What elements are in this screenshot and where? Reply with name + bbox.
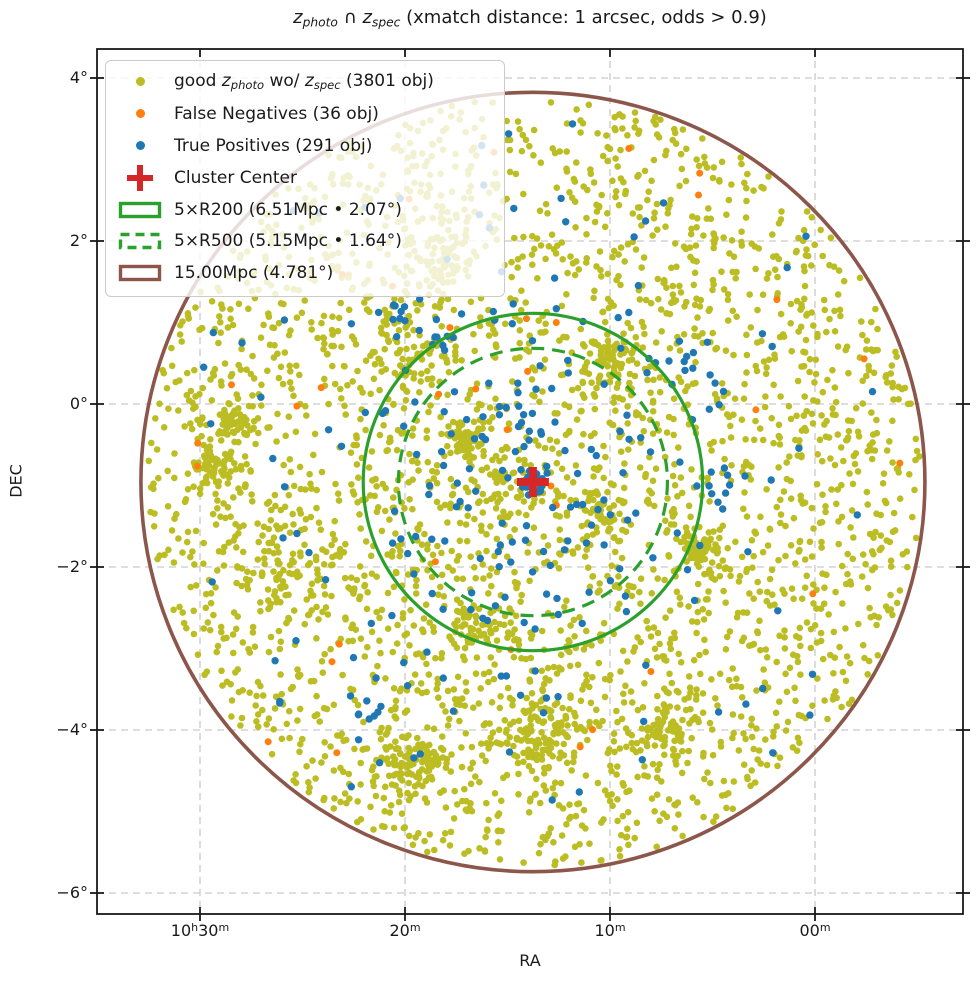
- scatter-false-negatives-layer: [193, 145, 904, 757]
- legend-row-cluster-center: Cluster Center: [106, 162, 498, 194]
- circle-outline-swatch-icon: [118, 201, 162, 218]
- y-axis-label: DEC: [6, 464, 26, 498]
- legend-label-mpc15: 15.00Mpc (4.781°): [174, 263, 334, 284]
- dot-marker-icon: [135, 109, 145, 119]
- legend-label-good-zphoto: good zphoto wo/ zspec (3801 obj): [174, 71, 434, 93]
- legend-label-r200: 5×R200 (6.51Mpc • 2.07°): [174, 199, 402, 220]
- legend-row-true-positives: True Positives (291 obj): [106, 130, 498, 162]
- legend-label-r500: 5×R500 (5.15Mpc • 1.64°): [174, 231, 402, 252]
- circle-outline-swatch-icon: [118, 265, 162, 282]
- mpc15-swatch: [106, 264, 174, 282]
- good-zphoto-swatch: [106, 77, 174, 87]
- legend-label-false-negatives: False Negatives (36 obj): [174, 103, 379, 124]
- dot-marker-icon: [135, 77, 145, 87]
- x-tick-label: 20m: [389, 921, 421, 940]
- cluster-center-marker: [516, 466, 549, 497]
- y-tick-label: −4°: [56, 720, 88, 739]
- y-tick-label: 4°: [69, 68, 88, 87]
- y-tick-label: 0°: [69, 394, 88, 413]
- y-tick-label: 2°: [69, 231, 88, 250]
- mpc15-circle: [139, 90, 927, 874]
- y-tick-label: −2°: [56, 557, 88, 576]
- true-positives-swatch: [106, 141, 174, 151]
- axes-box: [96, 48, 964, 915]
- r500-swatch: [106, 232, 174, 250]
- legend-row-mpc15: 15.00Mpc (4.781°): [106, 257, 498, 289]
- x-tick-label: 10m: [594, 921, 626, 940]
- legend-label-true-positives: True Positives (291 obj): [174, 135, 373, 156]
- legend-label-cluster-center: Cluster Center: [174, 167, 297, 188]
- circle-outline-swatch-icon: [118, 233, 162, 250]
- r200-circle: [361, 311, 705, 653]
- x-axis-label: RA: [519, 951, 541, 970]
- r500-circle: [396, 346, 670, 618]
- false-negatives-swatch: [106, 109, 174, 119]
- x-tick-label: 10h30m: [170, 921, 230, 940]
- legend: good zphoto wo/ zspec (3801 obj) False Ne…: [105, 60, 505, 298]
- dot-marker-icon: [135, 141, 145, 151]
- legend-row-r200: 5×R200 (6.51Mpc • 2.07°): [106, 194, 498, 226]
- legend-row-false-negatives: False Negatives (36 obj): [106, 98, 498, 130]
- axes-box-layer: [90, 48, 970, 921]
- y-tick-label: −6°: [56, 883, 88, 902]
- r200-swatch: [106, 201, 174, 219]
- plus-marker-icon: [127, 164, 153, 191]
- chart-title: zphoto ∩ zspec (xmatch distance: 1 arcse…: [293, 7, 767, 30]
- cluster-center-swatch: [106, 163, 174, 193]
- x-tick-label: 00m: [799, 921, 831, 940]
- legend-row-r500: 5×R500 (5.15Mpc • 1.64°): [106, 225, 498, 257]
- radius-circles-layer: [139, 90, 927, 874]
- legend-row-good-zphoto: good zphoto wo/ zspec (3801 obj): [106, 66, 498, 98]
